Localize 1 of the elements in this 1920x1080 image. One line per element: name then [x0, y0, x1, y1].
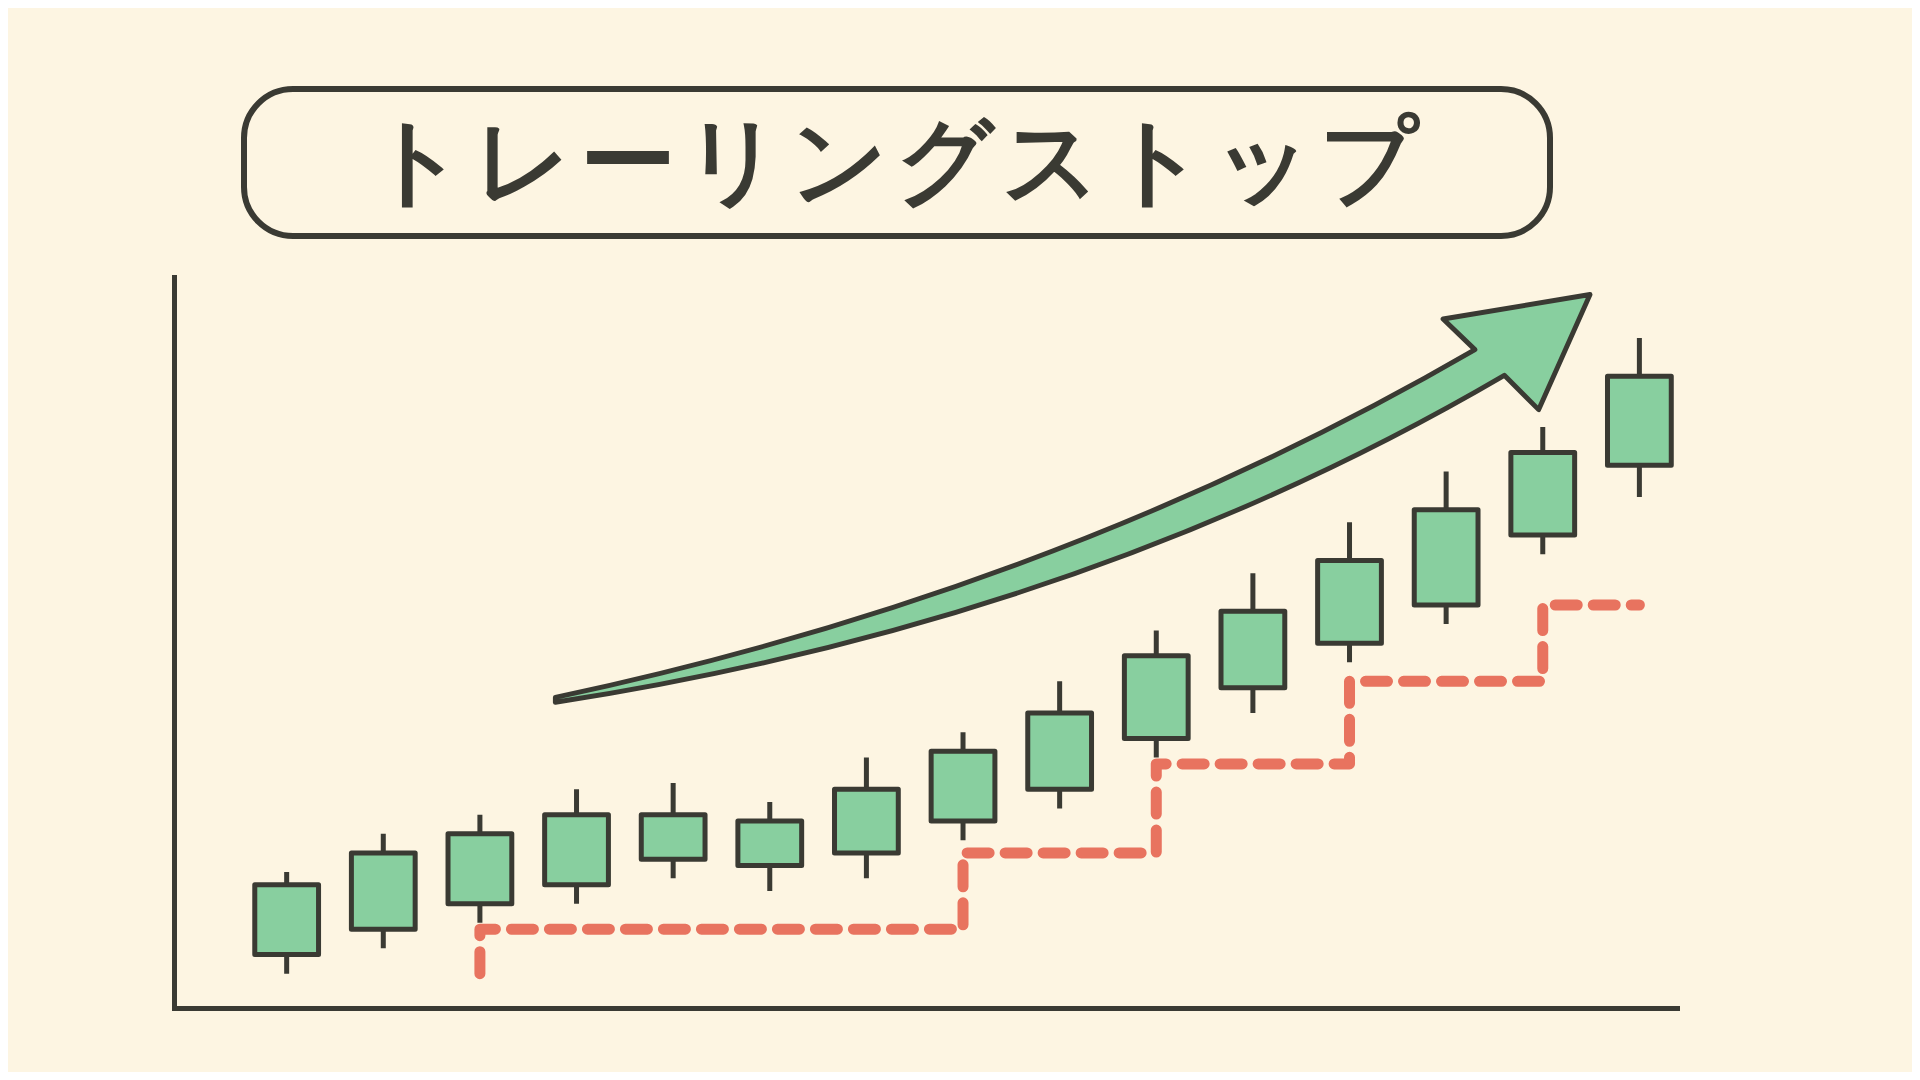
chart-title: トレーリングストップ [368, 103, 1426, 219]
